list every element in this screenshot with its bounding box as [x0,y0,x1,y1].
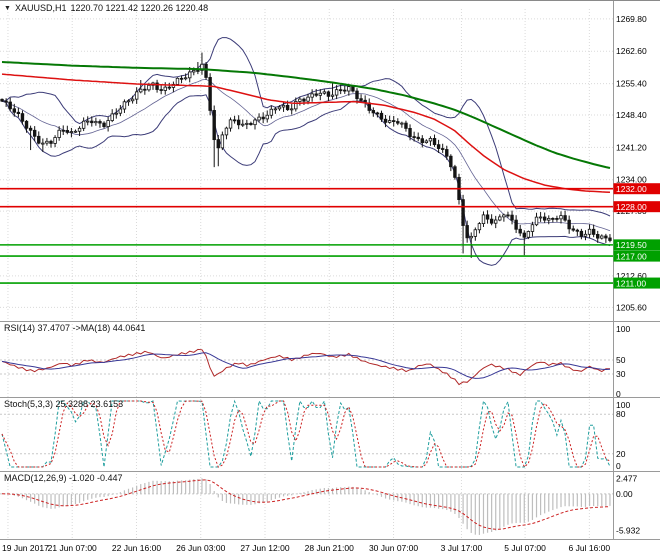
indicator-tick: 100 [616,400,630,410]
stoch-panel-title: Stoch(5,3,3) 25.3288 23.6153 [4,399,124,409]
indicator-tick: -5.932 [616,526,640,536]
time-tick: 19 Jun 2017 [2,543,49,553]
price-tick: 1241.20 [616,142,647,152]
time-tick: 30 Jun 07:00 [369,543,418,553]
time-tick: 22 Jun 16:00 [112,543,161,553]
indicator-tick: 100 [616,324,630,334]
ohlc-values: 1220.70 1221.42 1220.26 1220.48 [70,3,209,13]
price-tick: 1205.60 [616,302,647,312]
price-badge: 1217.00 [613,250,660,262]
price-badge: 1228.00 [613,201,660,213]
time-tick: 21 Jun 07:00 [48,543,97,553]
price-tick: 1234.00 [616,175,647,185]
time-tick: 3 Jul 17:00 [441,543,483,553]
indicator-tick: 50 [616,355,626,365]
symbol-dropdown-icon: ▼ [4,5,11,12]
moving-averages [1,61,611,194]
price-tick: 1262.60 [616,46,647,56]
time-tick: 5 Jul 07:00 [504,543,546,553]
price-badge: 1219.50 [613,239,660,251]
svg-text:1211.00: 1211.00 [616,278,646,288]
chart-title: ▼ XAUUSD,H1 1220.70 1221.42 1220.26 1220… [4,3,208,14]
indicator-tick: 0 [616,461,621,471]
price-levels[interactable] [0,187,613,284]
svg-text:1217.00: 1217.00 [616,251,647,261]
svg-text:1228.00: 1228.00 [616,202,647,212]
indicator-tick: 30 [616,369,626,379]
time-tick: 6 Jul 16:00 [569,543,611,553]
price-tick: 1255.40 [616,79,647,89]
macd-series [1,478,611,535]
bollinger-bands [1,37,611,266]
price-badge: 1211.00 [613,277,660,289]
macd-panel-title: MACD(12,26,9) -1.020 -0.447 [4,473,123,483]
time-tick: 28 Jun 21:00 [305,543,354,553]
svg-text:1219.50: 1219.50 [616,240,647,250]
symbol-label: XAUUSD,H1 [14,3,67,13]
indicator-tick: 2.477 [616,473,638,483]
stochastic-lines [1,399,611,468]
indicator-tick: 20 [616,449,626,459]
grid-lines [0,9,613,539]
time-tick: 26 Jun 03:00 [176,543,225,553]
panel-frames [0,1,660,540]
indicator-tick: 0 [616,389,621,399]
price-badge: 1232.00 [613,183,660,195]
rsi-lines [1,348,611,386]
svg-text:1232.00: 1232.00 [616,184,647,194]
price-tick: 1269.80 [616,14,647,24]
time-tick: 27 Jun 12:00 [240,543,289,553]
price-tick: 1212.60 [616,271,647,281]
rsi-panel-title: RSI(14) 37.4707 ->MA(18) 44.0641 [4,323,146,333]
price-tick: 1248.40 [616,110,647,120]
indicator-tick: 0.00 [616,489,633,499]
price-axis: 1269.80 1262.60 1255.40 1248.40 1241.20 1234.… [616,14,647,536]
indicator-tick: 80 [616,409,626,419]
